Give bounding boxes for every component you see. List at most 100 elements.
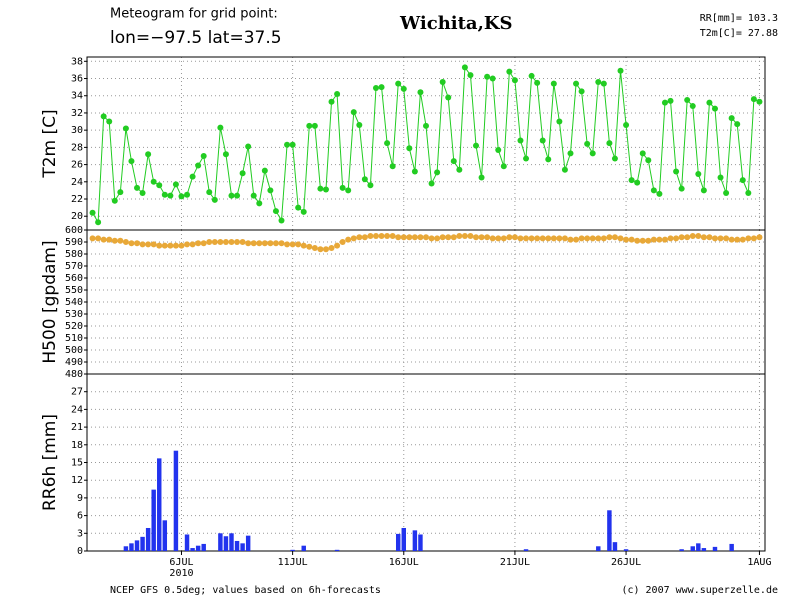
point xyxy=(167,242,174,249)
point xyxy=(322,186,329,193)
point xyxy=(222,239,229,245)
point xyxy=(611,155,618,162)
point xyxy=(739,177,746,184)
bar xyxy=(190,548,195,551)
point xyxy=(645,237,652,244)
point xyxy=(200,152,207,159)
y-tick-label: 12 xyxy=(71,475,83,486)
point xyxy=(478,234,485,241)
point xyxy=(195,240,202,247)
point xyxy=(695,171,702,178)
point xyxy=(372,84,379,91)
x-tick-label: 11JUL xyxy=(278,557,308,568)
point xyxy=(334,91,341,98)
point xyxy=(745,189,752,196)
point xyxy=(595,78,602,85)
point xyxy=(711,235,718,242)
point xyxy=(750,96,757,103)
point xyxy=(523,235,530,242)
bar xyxy=(151,489,156,551)
bar xyxy=(395,533,401,551)
bar xyxy=(401,527,406,551)
y-tick-label: 24 xyxy=(71,177,83,188)
point xyxy=(211,239,218,245)
bar xyxy=(240,543,245,551)
point xyxy=(345,187,352,194)
bar xyxy=(134,540,140,551)
point xyxy=(495,235,502,242)
point xyxy=(689,233,696,239)
point xyxy=(534,235,541,242)
bar xyxy=(334,549,340,551)
y-tick-label: 24 xyxy=(71,404,83,415)
point xyxy=(506,234,513,241)
point xyxy=(667,235,674,242)
point xyxy=(561,235,568,242)
point xyxy=(728,115,735,122)
y-tick-label: 570 xyxy=(65,261,83,272)
point xyxy=(317,185,324,192)
point xyxy=(117,237,124,244)
bar xyxy=(184,534,190,551)
point xyxy=(195,162,202,169)
point xyxy=(556,235,563,242)
bar xyxy=(690,546,695,551)
point xyxy=(661,236,668,243)
y-tick-label: 26 xyxy=(71,160,83,171)
point xyxy=(417,234,424,241)
y-tick-label: 27 xyxy=(71,387,83,398)
point xyxy=(606,234,613,241)
point xyxy=(734,121,741,128)
point xyxy=(139,241,146,248)
point xyxy=(528,235,535,242)
point xyxy=(411,234,418,241)
bar xyxy=(195,545,201,551)
point xyxy=(634,179,641,186)
point xyxy=(589,235,596,242)
y-tick-label: 560 xyxy=(65,273,83,284)
bar xyxy=(145,527,151,551)
y-tick-label: 0 xyxy=(77,546,83,557)
point xyxy=(661,99,668,106)
point xyxy=(756,98,763,105)
point xyxy=(328,98,335,105)
point xyxy=(295,204,302,211)
point xyxy=(567,236,574,243)
bar xyxy=(679,549,684,551)
point xyxy=(189,241,196,248)
point xyxy=(339,239,346,245)
y-tick-label: 38 xyxy=(71,56,83,67)
bar xyxy=(129,543,134,551)
point xyxy=(95,219,102,226)
point xyxy=(684,97,691,104)
point xyxy=(339,184,346,191)
point xyxy=(111,237,118,244)
point xyxy=(656,190,663,197)
point xyxy=(367,233,374,239)
footer-copyright: (c) 2007 www.superzelle.de xyxy=(621,585,778,596)
point xyxy=(356,121,363,128)
point xyxy=(445,94,452,101)
point xyxy=(728,236,735,243)
point xyxy=(545,156,552,163)
point xyxy=(545,235,552,242)
point xyxy=(272,240,279,247)
point xyxy=(289,141,296,148)
point xyxy=(178,193,185,200)
bar xyxy=(612,542,618,551)
point xyxy=(561,166,568,173)
point xyxy=(523,155,530,162)
bar xyxy=(523,549,529,551)
point xyxy=(134,240,141,247)
y-axis-label: H500 [gpdam] xyxy=(40,240,60,363)
point xyxy=(334,242,341,249)
point xyxy=(228,192,235,199)
point xyxy=(184,241,191,248)
point xyxy=(467,233,474,239)
point xyxy=(623,121,630,128)
bar xyxy=(712,546,718,551)
point xyxy=(500,163,507,170)
point xyxy=(434,235,441,242)
x-tick-label: 1AUG xyxy=(747,557,771,568)
point xyxy=(623,236,630,243)
